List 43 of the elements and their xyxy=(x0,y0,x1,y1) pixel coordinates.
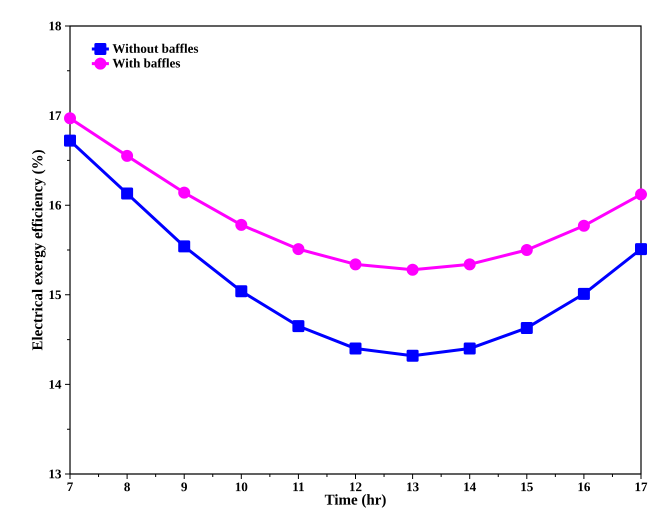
legend-label: With baffles xyxy=(112,58,180,68)
point xyxy=(350,258,362,270)
y-tick-label: 17 xyxy=(50,111,62,120)
y-tick-label: 18 xyxy=(50,22,62,30)
point xyxy=(178,186,190,199)
y-tick-label: 15 xyxy=(50,290,61,300)
x-tick-label: 8 xyxy=(124,482,130,492)
x-tick-label: 15 xyxy=(521,482,533,492)
point xyxy=(464,258,476,270)
x-tick-label: 16 xyxy=(578,482,590,492)
point xyxy=(520,244,533,256)
point xyxy=(578,288,590,300)
point xyxy=(235,285,248,298)
point xyxy=(406,350,419,362)
point xyxy=(406,264,419,276)
x-tick-label: 13 xyxy=(407,482,419,492)
y-tick-label: 16 xyxy=(50,200,62,210)
point xyxy=(635,243,647,256)
x-tick-label: 10 xyxy=(236,482,248,492)
point xyxy=(350,342,362,355)
point xyxy=(121,188,134,200)
point xyxy=(64,134,76,147)
point xyxy=(121,150,134,162)
point xyxy=(578,220,590,232)
point xyxy=(235,218,248,231)
point xyxy=(520,322,533,334)
point xyxy=(178,240,190,252)
x-tick-label: 14 xyxy=(464,482,476,492)
x-tick-label: 9 xyxy=(181,482,187,492)
x-tick-label: 12 xyxy=(350,482,362,492)
point xyxy=(292,243,304,256)
y-axis-title: Electrical exergy efficiency (%) xyxy=(32,150,46,350)
point xyxy=(464,342,476,355)
point xyxy=(292,320,304,332)
x-tick-label: 17 xyxy=(636,482,648,492)
x-axis-title: Time (hr) xyxy=(324,494,386,508)
x-tick-label: 11 xyxy=(293,482,304,492)
point xyxy=(64,112,76,124)
y-tick-label: 14 xyxy=(50,380,62,389)
point xyxy=(635,188,647,200)
y-tick-label: 13 xyxy=(50,470,62,478)
x-tick-label: 7 xyxy=(67,482,73,492)
legend-label: Without baffles xyxy=(112,44,198,53)
